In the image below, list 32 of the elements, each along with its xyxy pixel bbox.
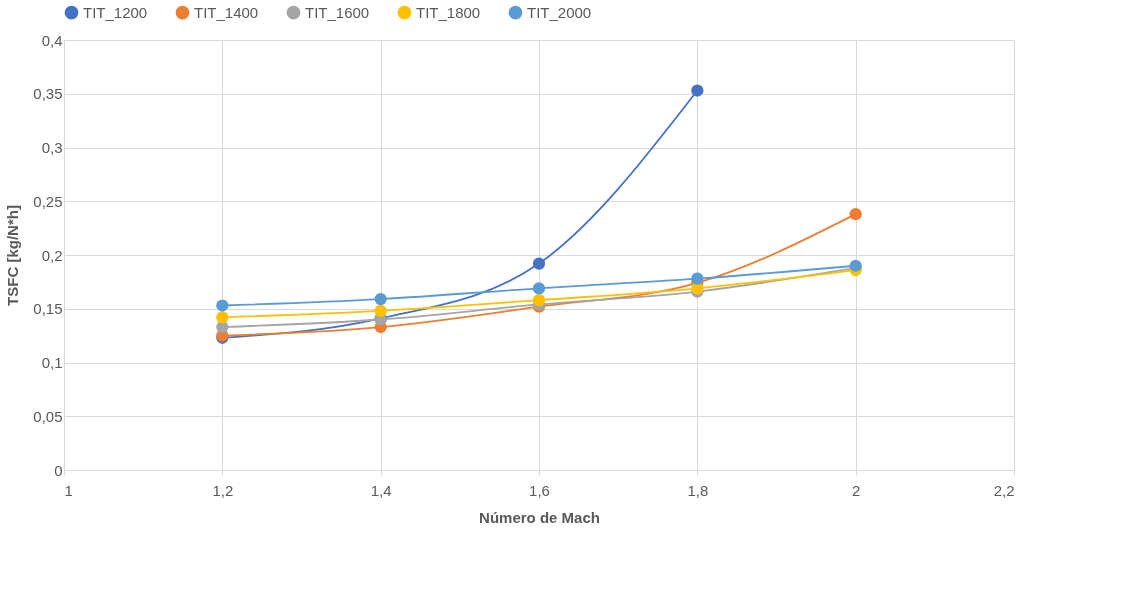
point [532, 257, 546, 270]
y-tick-label: 0,35 [33, 85, 63, 103]
point [849, 208, 862, 221]
y-tick-label: 0,15 [33, 300, 63, 318]
point [532, 294, 546, 307]
y-tick-label: 0,3 [41, 139, 63, 156]
x-tick-label: 1,8 [687, 481, 709, 499]
legend-label: TIT_1400 [194, 3, 259, 21]
legend-label: TIT_1200 [83, 3, 148, 21]
legend-label: TIT_1600 [305, 3, 370, 21]
point [216, 311, 229, 324]
x-tick-label: 1,2 [212, 481, 234, 499]
y-tick-label: 0,05 [33, 407, 63, 425]
x-tick-label: 2,2 [993, 481, 1015, 499]
legend-label: TIT_1800 [416, 3, 481, 21]
y-tick-label: 0,25 [33, 192, 63, 210]
point [216, 299, 229, 312]
point [691, 84, 704, 97]
y-tick-label: 0 [54, 461, 63, 479]
y-tick-label: 0,2 [41, 246, 63, 264]
y-tick-label: 0,4 [41, 31, 63, 49]
legend-label: TIT_2000 [527, 3, 592, 21]
x-axis-title: Número de Mach [479, 508, 600, 526]
x-tick-label: 2 [851, 481, 861, 499]
x-tick-label: 1,4 [370, 481, 392, 499]
y-tick-label: 0,1 [41, 354, 63, 371]
y-axis-title: TSFC [kg/N*h] [4, 205, 22, 306]
point [532, 282, 546, 295]
point [374, 292, 387, 306]
point [374, 304, 387, 318]
x-tick-label: 1 [64, 481, 73, 499]
x-tick-label: 1,6 [529, 481, 550, 499]
